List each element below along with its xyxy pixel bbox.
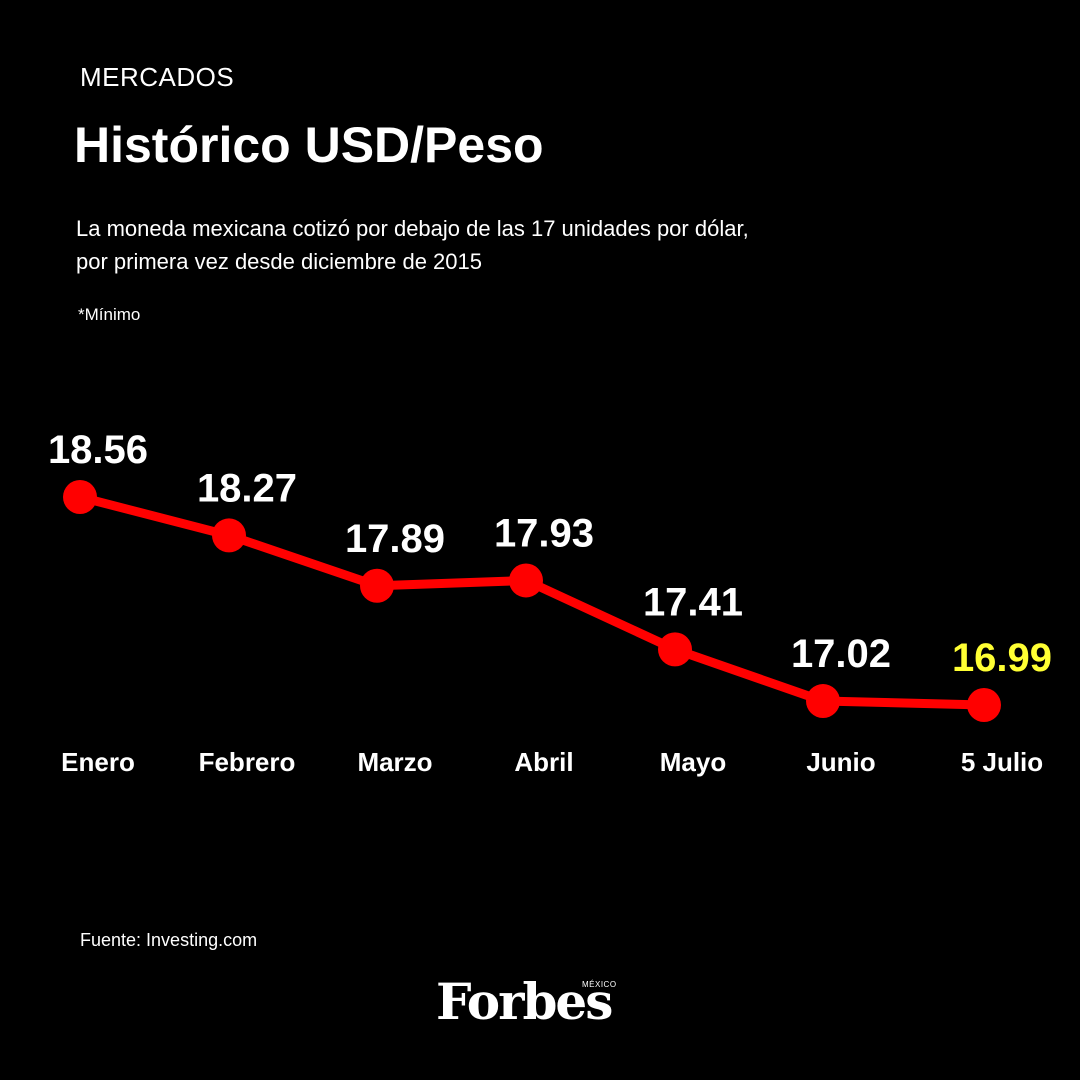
data-label: 18.27 [197, 466, 297, 510]
data-point [63, 480, 97, 514]
data-point [658, 632, 692, 667]
data-label: 17.93 [494, 511, 594, 555]
x-tick-label: Mayo [660, 747, 726, 777]
x-tick-label: Enero [61, 747, 135, 777]
data-label: 18.56 [48, 428, 148, 472]
data-point [806, 684, 840, 719]
source-note: Fuente: Investing.com [80, 930, 258, 950]
data-label: 17.89 [345, 517, 445, 561]
data-point [212, 518, 246, 553]
x-tick-label: Marzo [357, 747, 432, 777]
data-label: 17.41 [643, 580, 743, 624]
x-tick-label: Junio [806, 747, 875, 777]
x-tick-label: Febrero [199, 747, 296, 777]
chart-subtitle: La moneda mexicana cotizó por debajo de … [76, 212, 956, 278]
section-label: MERCADOS [80, 62, 235, 92]
x-tick-label: 5 Julio [961, 747, 1043, 777]
minimum-note: *Mínimo [78, 305, 141, 324]
forbes-logo: Forbes [436, 972, 613, 1031]
data-point [967, 688, 1001, 722]
subtitle-line-2: por primera vez desde diciembre de 2015 [76, 249, 483, 274]
forbes-logo-subtitle: MÉXICO [582, 980, 617, 989]
data-label: 16.99 [952, 636, 1052, 680]
x-tick-label: Abril [514, 747, 573, 777]
subtitle-line-1: La moneda mexicana cotizó por debajo de … [76, 216, 749, 241]
data-point [509, 563, 543, 598]
data-label: 17.02 [791, 632, 891, 676]
chart-title: Histórico USD/Peso [74, 117, 544, 173]
data-point [360, 568, 394, 603]
